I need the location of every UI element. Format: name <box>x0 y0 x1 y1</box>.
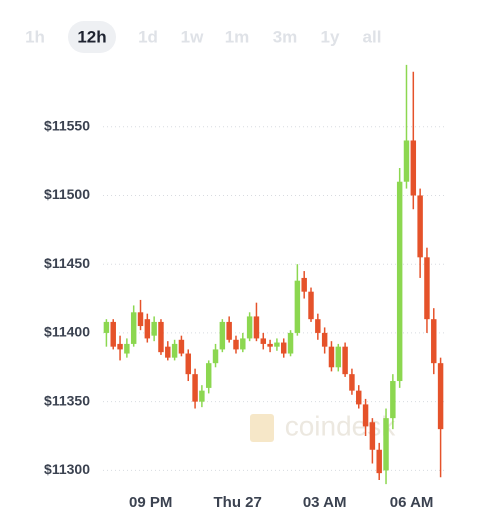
candle-body <box>287 332 294 354</box>
candle-body <box>137 312 144 327</box>
x-tick-label: 03 AM <box>303 494 347 511</box>
y-tick-label: $11550 <box>44 117 90 133</box>
candle-body <box>349 374 355 391</box>
candle-body <box>342 346 348 375</box>
time-range-tab[interactable]: 1d <box>138 27 158 46</box>
candle-body <box>151 321 157 336</box>
time-range-tab[interactable]: 3m <box>273 27 298 46</box>
watermark-logo <box>250 414 274 442</box>
candle-body <box>219 321 226 350</box>
y-tick-label: $11450 <box>44 255 90 271</box>
candle-body <box>274 342 280 347</box>
time-range-tab[interactable]: 1h <box>25 27 45 46</box>
candle-body <box>417 195 423 258</box>
candle-body <box>158 321 164 353</box>
time-range-tab[interactable]: 1w <box>181 27 204 46</box>
candle-body <box>424 257 430 320</box>
candle-body <box>246 316 253 339</box>
candle-body <box>410 140 417 196</box>
candle-body <box>301 277 307 292</box>
candle-body <box>110 321 116 347</box>
candle-body <box>315 319 321 333</box>
candle-body <box>403 140 410 182</box>
candle-body <box>321 332 328 347</box>
candle-body <box>376 449 382 474</box>
candle-body <box>205 363 212 388</box>
candle-body <box>199 390 205 402</box>
candle-body <box>253 316 260 339</box>
y-tick-label: $11300 <box>44 461 90 477</box>
candle-body <box>328 346 335 368</box>
candle-body <box>212 349 219 364</box>
x-tick-label: Thu 27 <box>214 494 262 511</box>
candle-body <box>178 339 185 354</box>
x-tick-label: 06 AM <box>390 494 434 511</box>
time-range-tab[interactable]: all <box>363 27 382 46</box>
candle-body <box>356 390 362 405</box>
candle-body <box>226 321 232 340</box>
y-tick-label: $11500 <box>44 186 90 202</box>
candle-body <box>165 346 171 358</box>
candle-body <box>124 343 130 354</box>
candle-body <box>369 422 376 450</box>
candle-body <box>383 418 389 471</box>
candle-body <box>267 343 273 347</box>
y-tick-label: $11350 <box>44 392 90 408</box>
tab-selected-bg <box>68 21 116 53</box>
candle-body <box>240 338 246 350</box>
watermark: coindesk <box>285 410 397 441</box>
candle-body <box>437 363 444 430</box>
candle-body <box>390 381 396 419</box>
candle-body <box>103 321 110 333</box>
candle-body <box>130 312 137 344</box>
candle-body <box>171 343 178 358</box>
candle-body <box>362 404 369 427</box>
y-tick-label: $11400 <box>44 324 90 340</box>
x-tick-label: 09 PM <box>129 494 172 511</box>
candle-body <box>294 280 301 333</box>
candle-body <box>185 353 191 375</box>
candle-body <box>281 342 287 354</box>
candle-body <box>396 181 403 382</box>
time-range-tab[interactable]: 1m <box>225 27 250 46</box>
time-range-tab[interactable]: 1y <box>321 27 340 46</box>
candle-body <box>431 319 437 364</box>
time-range-tab[interactable]: 12h <box>77 27 106 46</box>
candle-body <box>308 291 314 320</box>
candle-body <box>233 339 239 350</box>
candle-body <box>144 319 151 339</box>
candle-body <box>192 374 198 402</box>
candle-body <box>117 343 123 350</box>
candle-body <box>335 346 342 368</box>
candle-body <box>260 338 266 344</box>
